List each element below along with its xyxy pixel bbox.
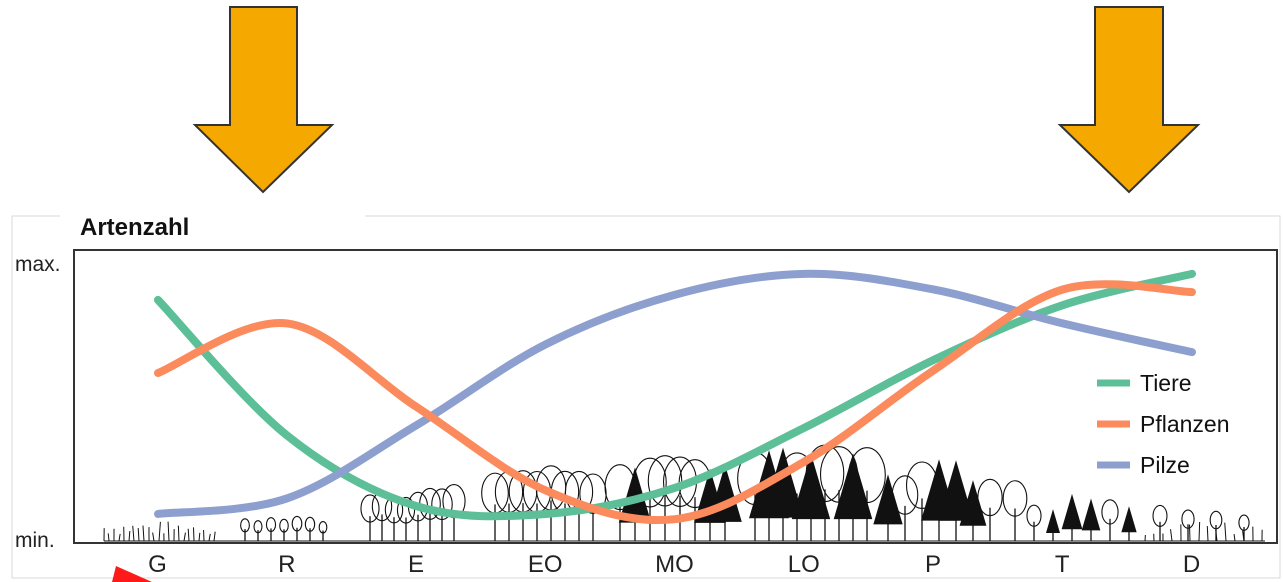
series-line-tiere bbox=[154, 269, 1196, 521]
down-arrow-left bbox=[192, 6, 335, 194]
tree-silhouettes bbox=[103, 444, 1265, 542]
y-label-min: min. bbox=[15, 529, 55, 552]
y-label-max: max. bbox=[15, 253, 61, 276]
x-tick-label-e: E bbox=[408, 551, 424, 578]
title-mask bbox=[60, 205, 365, 245]
chart-title: Artenzahl bbox=[80, 214, 189, 241]
series-layer bbox=[154, 269, 1196, 525]
series-line-pilze bbox=[154, 269, 1196, 518]
x-tick-label-mo: MO bbox=[655, 551, 694, 578]
x-tick-label-t: T bbox=[1055, 551, 1070, 578]
x-tick-label-p: P bbox=[925, 551, 941, 578]
x-tick-label-g: G bbox=[148, 551, 167, 578]
outer-frame bbox=[11, 215, 1281, 579]
x-tick-labels: G R E EO MO LO P T D bbox=[148, 551, 1200, 578]
plot-area-frame bbox=[73, 249, 1278, 544]
x-tick-label-eo: EO bbox=[528, 551, 563, 578]
x-tick-label-lo: LO bbox=[788, 551, 820, 578]
x-tick-label-r: R bbox=[278, 551, 295, 578]
legend-label-tiere: Tiere bbox=[1140, 370, 1192, 396]
down-arrow-right bbox=[1057, 6, 1201, 194]
legend: Tiere Pflanzen Pilze bbox=[1097, 370, 1230, 478]
series-line-pflanzen bbox=[154, 280, 1196, 525]
legend-label-pilze: Pilze bbox=[1140, 452, 1190, 478]
red-pointer-icon bbox=[112, 566, 152, 582]
legend-label-pflanzen: Pflanzen bbox=[1140, 411, 1230, 437]
x-tick-label-d: D bbox=[1183, 551, 1200, 578]
